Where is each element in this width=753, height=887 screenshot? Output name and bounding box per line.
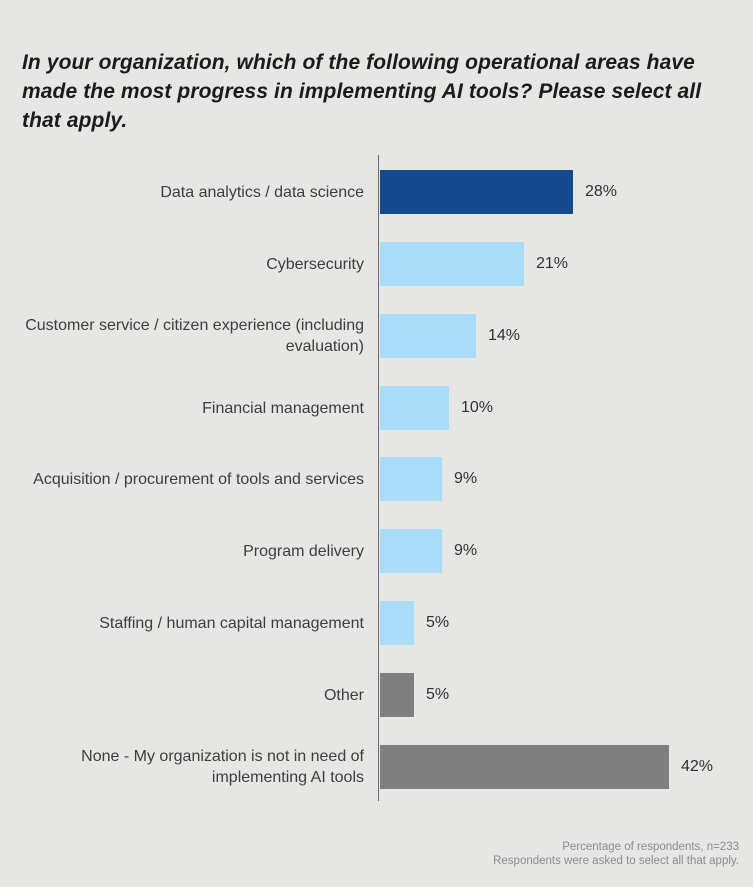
category-label: None - My organization is not in need of…: [81, 748, 364, 786]
category-label: Cybersecurity: [266, 255, 364, 273]
bar-segment: [380, 386, 449, 430]
bar-segment: [380, 529, 442, 573]
value-label: 5%: [426, 686, 450, 703]
category-label: Customer service / citizen experience (i…: [25, 317, 364, 355]
bar-segment: [380, 601, 414, 645]
bar-row: Cybersecurity 21%: [0, 242, 753, 286]
bar-row: Financial management 10%: [0, 386, 753, 430]
value-label: 9%: [454, 470, 478, 487]
bar-segment: [380, 314, 476, 358]
bar-row: Data analytics / data science 28%: [0, 170, 753, 214]
bar-segment: [380, 170, 573, 214]
bar-row: None - My organization is not in need of…: [0, 745, 753, 789]
value-label: 42%: [681, 758, 714, 775]
footnote-line-1: Percentage of respondents, n=233: [562, 841, 739, 853]
bar-row: Program delivery 9%: [0, 529, 753, 573]
category-label: Staffing / human capital management: [99, 614, 364, 632]
category-label: Data analytics / data science: [160, 183, 364, 201]
y-axis-line: [378, 155, 379, 801]
footnote-line-2: Respondents were asked to select all tha…: [493, 855, 739, 867]
chart-title: In your organization, which of the follo…: [22, 51, 702, 132]
category-label: Financial management: [202, 399, 364, 417]
value-label: 5%: [426, 614, 450, 631]
value-label: 28%: [585, 183, 618, 200]
bar-segment: [380, 745, 669, 789]
bar-segment: [380, 242, 524, 286]
category-label: Program delivery: [243, 542, 364, 560]
bar-row: Acquisition / procurement of tools and s…: [0, 457, 753, 501]
category-label: Other: [323, 686, 364, 704]
bar-row: Customer service / citizen experience (i…: [0, 314, 753, 358]
value-label: 14%: [488, 327, 521, 344]
bar-segment: [380, 673, 414, 717]
category-label: Acquisition / procurement of tools and s…: [33, 470, 364, 488]
bar-row: Staffing / human capital management 5%: [0, 601, 753, 645]
value-label: 9%: [454, 542, 478, 559]
value-label: 10%: [461, 399, 494, 416]
value-label: 21%: [536, 255, 569, 272]
bar-segment: [380, 457, 442, 501]
bar-row: Other 5%: [0, 673, 753, 717]
footnote: Percentage of respondents, n=233 Respond…: [493, 840, 739, 868]
